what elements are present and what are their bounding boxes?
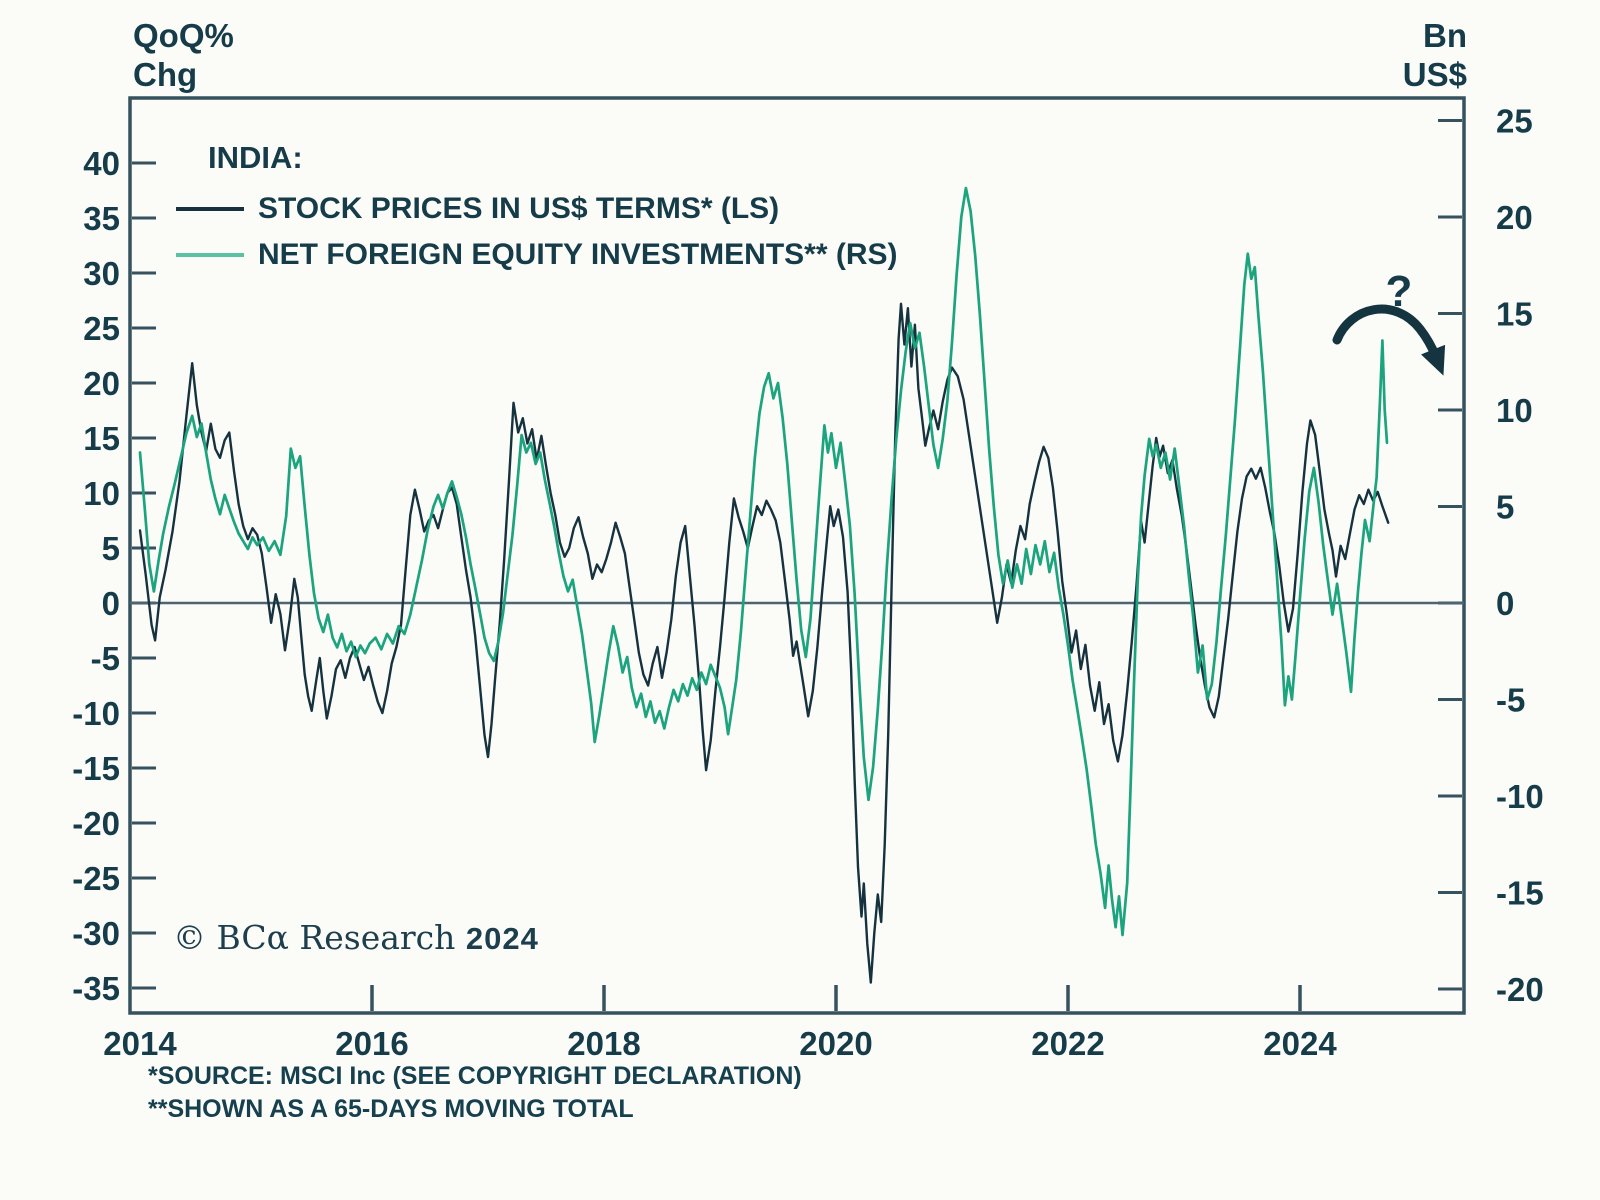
- right-axis-tick-label: 25: [1496, 103, 1533, 140]
- right-axis-tick-label: 20: [1496, 199, 1533, 236]
- left-axis-tick-label: 25: [83, 310, 120, 347]
- legend-row-stock-prices: STOCK PRICES IN US$ TERMS* (LS): [176, 186, 898, 232]
- stock-prices-line: [138, 302, 1390, 984]
- x-axis-year-label: 2016: [335, 1025, 408, 1062]
- footnote-moving-total: **SHOWN AS A 65-DAYS MOVING TOTAL: [148, 1095, 634, 1123]
- left-axis-tick-label: -20: [72, 805, 120, 842]
- right-axis-tick-label: 5: [1496, 489, 1514, 526]
- left-axis-tick-label: -15: [72, 750, 120, 787]
- right-axis-unit-line1: Bn: [1423, 17, 1467, 54]
- right-axis-tick-label: -10: [1496, 778, 1544, 815]
- x-axis-year-label: 2020: [799, 1025, 872, 1062]
- right-axis-tick-label: 10: [1496, 392, 1533, 429]
- footnotes: *SOURCE: MSCI Inc (SEE COPYRIGHT DECLARA…: [148, 1060, 802, 1126]
- legend-title: INDIA:: [208, 140, 303, 175]
- copyright: © BCα Research 2024: [173, 918, 539, 957]
- legend-row-foreign-investments: NET FOREIGN EQUITY INVESTMENTS** (RS): [176, 232, 898, 278]
- stock-prices-line-swatch: [176, 207, 244, 211]
- left-axis-tick-label: -25: [72, 860, 120, 897]
- left-axis-unit-label: QoQ% Chg: [133, 16, 234, 94]
- right-axis-tick-label: 15: [1496, 296, 1533, 333]
- right-axis-unit-label: Bn US$: [1347, 16, 1467, 94]
- left-axis-tick-label: -35: [72, 970, 120, 1007]
- left-axis-unit-line2: Chg: [133, 56, 198, 93]
- right-axis-tick-label: 0: [1496, 585, 1514, 622]
- left-axis-tick-label: 35: [83, 200, 120, 237]
- data-series-lines: [138, 186, 1390, 984]
- x-axis-year-label: 2022: [1031, 1025, 1104, 1062]
- x-axis-year-label: 2014: [103, 1025, 177, 1062]
- right-axis-tick-label: -5: [1496, 682, 1525, 719]
- footnote-source: *SOURCE: MSCI Inc (SEE COPYRIGHT DECLARA…: [148, 1062, 802, 1090]
- legend-label-stock-prices: STOCK PRICES IN US$ TERMS* (LS): [258, 192, 780, 225]
- plot-frame: [128, 96, 1466, 1015]
- left-axis-tick-label: -30: [72, 915, 120, 952]
- foreign-investments-line: [138, 186, 1389, 937]
- left-axis-tick-label: 30: [83, 255, 120, 292]
- curved-down-arrow-icon: [1332, 304, 1446, 376]
- left-axis-tick-label: 40: [83, 145, 120, 182]
- question-mark-icon: ?: [1386, 267, 1413, 316]
- left-axis-tick-label: 10: [83, 475, 120, 512]
- left-axis-tick-label: 0: [102, 585, 120, 622]
- left-axis-unit-line1: QoQ%: [133, 17, 234, 54]
- legend-label-foreign-investments: NET FOREIGN EQUITY INVESTMENTS** (RS): [258, 238, 898, 271]
- right-axis-unit-line2: US$: [1402, 56, 1467, 93]
- left-axis-tick-label: -10: [72, 695, 120, 732]
- axis-ticks: [132, 119, 1462, 1011]
- left-axis-tick-label: 20: [83, 365, 120, 402]
- copyright-text: © BCα Research: [173, 918, 466, 957]
- foreign-investments-line-swatch: [176, 253, 244, 257]
- x-axis-year-label: 2024: [1263, 1025, 1337, 1062]
- left-axis-tick-label: 15: [83, 420, 120, 457]
- right-axis-tick-label: -20: [1496, 971, 1544, 1008]
- left-axis-tick-label: 5: [102, 530, 120, 567]
- copyright-year: 2024: [465, 921, 539, 956]
- left-axis-tick-label: -5: [91, 640, 120, 677]
- plot-frame-rect: [128, 96, 1466, 1015]
- axis-tick-labels: 40 35 30 25 20 15 10 5 0 -5 -10 -15 -20 -25 -30 -35 25 20…: [72, 103, 1543, 1063]
- x-axis-year-label: 2018: [567, 1025, 640, 1062]
- right-axis-tick-label: -15: [1496, 875, 1544, 912]
- question-annotation: ?: [1332, 267, 1446, 376]
- legend: INDIA: STOCK PRICES IN US$ TERMS* (LS) N…: [176, 140, 898, 278]
